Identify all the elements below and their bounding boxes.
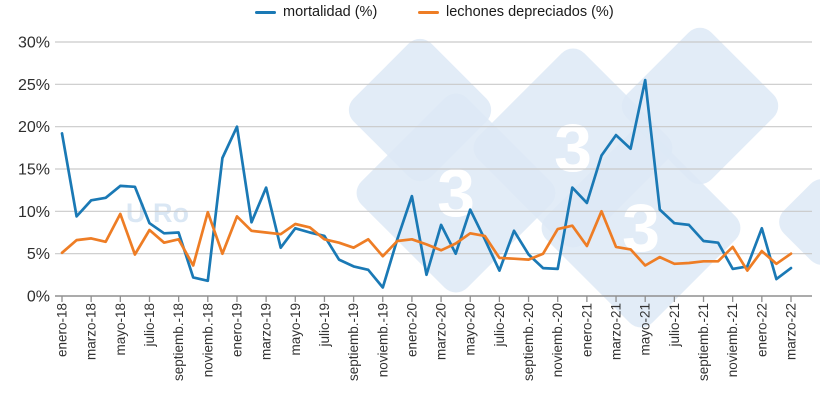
- y-tick-label: 5%: [27, 246, 50, 263]
- y-tick-label: 25%: [18, 77, 50, 94]
- x-tick-label: mayo-19: [288, 303, 303, 356]
- legend-item-lechones[interactable]: lechones depreciados (%): [418, 4, 614, 20]
- x-tick-label: enero-19: [229, 303, 244, 357]
- x-tick-label: enero-22: [754, 303, 769, 357]
- legend-swatch-lechones-icon: [418, 10, 439, 14]
- x-tick-label: noviemb.-19: [375, 303, 390, 377]
- y-tick-label: 10%: [18, 204, 50, 221]
- x-tick-label: enero-21: [579, 303, 594, 357]
- legend-swatch-mortalidad-icon: [255, 10, 276, 14]
- x-tick-label: septiemb.-19: [346, 303, 361, 381]
- watermark-diamond: [779, 179, 820, 265]
- x-tick-label: mayo-18: [113, 303, 128, 356]
- y-tick-label: 20%: [18, 119, 50, 136]
- watermark-ghost-text: U Ro: [126, 198, 189, 228]
- legend-label-mortalidad: mortalidad (%): [283, 4, 378, 20]
- watermark-glyph: 3: [437, 155, 475, 231]
- x-tick-label: noviemb.-21: [725, 303, 740, 377]
- x-tick-label: julio-19: [317, 303, 332, 348]
- x-tick-label: marzo-18: [84, 303, 99, 360]
- x-tick-label: septiemb.-18: [171, 303, 186, 381]
- x-tick-label: marzo-21: [609, 303, 624, 360]
- x-tick-label: julio-18: [142, 303, 157, 348]
- x-tick-label: noviemb.-20: [550, 303, 565, 377]
- x-tick-label: septiemb.-21: [696, 303, 711, 381]
- watermark-glyph: 3: [554, 110, 592, 186]
- y-tick-label: 15%: [18, 162, 50, 179]
- x-tick-label: marzo-19: [259, 303, 274, 360]
- y-tick-label: 0%: [27, 289, 50, 306]
- x-tick-label: marzo-22: [784, 303, 799, 360]
- x-tick-label: noviemb.-18: [200, 303, 215, 377]
- x-tick-label: septiemb.-20: [521, 303, 536, 381]
- x-tick-label: enero-20: [404, 303, 419, 357]
- watermark-diamond: [348, 38, 492, 182]
- watermark-glyph: 3: [622, 190, 660, 266]
- legend-item-mortalidad[interactable]: mortalidad (%): [255, 4, 377, 20]
- x-tick-label: julio-21: [667, 303, 682, 348]
- watermark-diamond: [621, 27, 779, 185]
- lechones-depreciados-line: [60, 209, 793, 272]
- x-tick-label: marzo-20: [434, 303, 449, 360]
- legend: mortalidad (%) lechones depreciados (%): [0, 4, 820, 26]
- x-tick-label: mayo-21: [638, 303, 653, 356]
- x-tick-label: enero-18: [55, 303, 70, 357]
- x-tick-label: julio-20: [492, 303, 507, 348]
- x-tick-label: mayo-20: [463, 303, 478, 356]
- legend-label-lechones: lechones depreciados (%): [446, 4, 614, 20]
- y-tick-label: 30%: [18, 35, 50, 52]
